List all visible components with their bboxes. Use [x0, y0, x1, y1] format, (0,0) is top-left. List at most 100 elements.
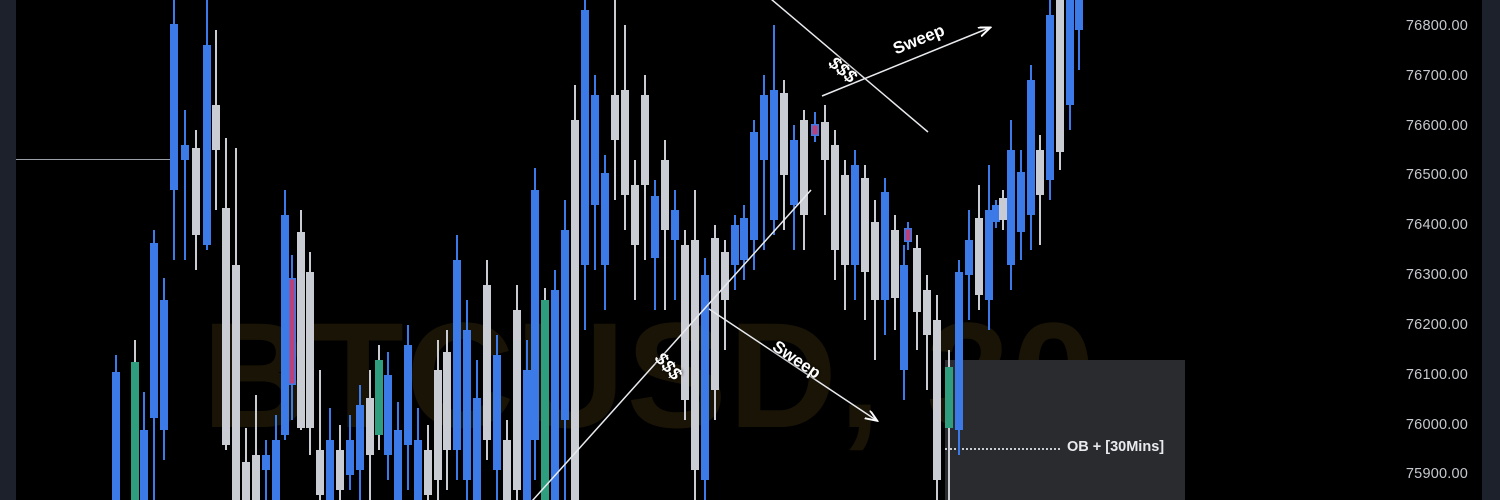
candle-body — [1027, 80, 1035, 215]
price-axis-label: 75900.00 — [1405, 466, 1468, 482]
candle-body — [760, 95, 768, 160]
price-axis-label: 76500.00 — [1405, 167, 1468, 183]
candle-body — [561, 230, 569, 420]
candle-body — [262, 455, 270, 470]
candle-wick — [674, 190, 676, 300]
candle-body — [384, 375, 392, 455]
candle-body — [800, 120, 808, 215]
candle-body — [841, 175, 849, 265]
candle-wick — [763, 75, 765, 250]
price-axis-label: 76600.00 — [1405, 118, 1468, 134]
candle-body — [945, 367, 953, 428]
candle-body — [904, 228, 912, 242]
candle-body — [770, 90, 778, 220]
candle-body — [1017, 172, 1025, 232]
candle-body — [1046, 15, 1054, 180]
chart-plot-area[interactable]: BTCUSD, 30 OB + [30Mins] $$$ — [16, 0, 1482, 500]
price-axis-label: 76300.00 — [1405, 267, 1468, 283]
candle-body — [541, 300, 549, 500]
candle-wick — [184, 110, 186, 260]
candle-body — [985, 210, 993, 300]
candle-body — [443, 352, 451, 450]
candle-body — [346, 440, 354, 475]
price-axis[interactable]: 76800.00 76700.00 76600.00 76500.00 76400.00… — [1382, 0, 1482, 500]
price-axis-label: 76200.00 — [1405, 317, 1468, 333]
candle-body — [571, 120, 579, 500]
candle-body — [701, 275, 709, 480]
candle-body — [681, 245, 689, 400]
candle-body — [1036, 150, 1044, 195]
candle-body — [992, 205, 1000, 222]
candle-body — [965, 240, 973, 275]
candle-body — [1056, 0, 1064, 152]
candle-body — [131, 362, 139, 500]
candle-body — [731, 225, 739, 265]
candle-body — [750, 132, 758, 240]
candle-body — [326, 440, 334, 500]
candle-body — [933, 320, 941, 480]
candle-body — [740, 218, 748, 260]
candle-body — [463, 330, 471, 480]
candle-body — [955, 272, 963, 430]
candle-body — [1075, 0, 1083, 30]
candle-body — [160, 300, 168, 430]
candle-body — [900, 265, 908, 370]
candle-body — [811, 124, 819, 136]
candle-body — [242, 462, 250, 500]
candle-body — [150, 243, 158, 418]
candle-wick — [319, 370, 321, 500]
candle-body — [394, 430, 402, 500]
candle-body — [671, 210, 679, 240]
candle-body — [821, 122, 829, 160]
candle-body — [212, 105, 220, 150]
candle-body — [473, 398, 481, 500]
price-axis-label: 76400.00 — [1405, 217, 1468, 233]
candle-body — [232, 265, 240, 500]
candle-body — [531, 190, 539, 440]
candle-body — [252, 455, 260, 500]
right-frame-edge — [1482, 0, 1500, 500]
candle-body — [222, 208, 230, 445]
candle-body — [591, 95, 599, 205]
horizontal-price-line[interactable] — [16, 159, 178, 161]
price-axis-label: 76800.00 — [1405, 18, 1468, 34]
candle-body — [483, 285, 491, 440]
candle-body — [434, 370, 442, 480]
candle-body — [831, 145, 839, 250]
candle-body — [913, 248, 921, 312]
upper-sweep-label: Sweep — [890, 20, 948, 59]
candle-body — [790, 140, 798, 205]
candle-body — [661, 160, 669, 230]
candle-body — [112, 372, 120, 500]
candle-body — [493, 355, 501, 470]
left-frame-edge — [0, 0, 16, 500]
candle-body — [891, 230, 899, 298]
candle-body — [272, 440, 280, 500]
candle-body — [1066, 0, 1074, 105]
candle-body — [366, 398, 374, 455]
candle-body — [306, 272, 314, 428]
candle-wick — [265, 440, 267, 500]
candle-body — [551, 290, 559, 500]
candle-body — [581, 10, 589, 265]
candle-body — [631, 185, 639, 245]
candle-body — [281, 215, 289, 435]
candle-body — [170, 24, 178, 190]
candle-body — [203, 45, 211, 245]
candle-body — [181, 145, 189, 160]
candle-body — [356, 405, 364, 470]
order-block-zone[interactable] — [945, 360, 1185, 500]
candle-body — [453, 260, 461, 450]
candle-body — [503, 440, 511, 500]
candle-body — [641, 95, 649, 185]
candle-body — [288, 278, 296, 385]
candle-body — [316, 450, 324, 495]
candle-body — [871, 222, 879, 300]
candle-wick — [255, 395, 257, 500]
candle-body — [881, 192, 889, 300]
candle-body — [140, 430, 148, 500]
candle-body — [336, 450, 344, 490]
candle-body — [721, 252, 729, 300]
candle-wick — [1078, 0, 1080, 70]
